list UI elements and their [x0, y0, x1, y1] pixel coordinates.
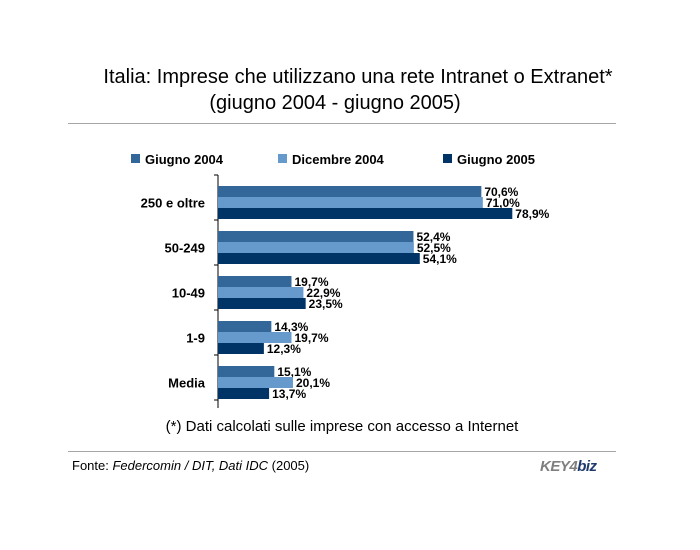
- legend-label-2: Dicembre 2004: [292, 152, 385, 167]
- bar: [218, 253, 420, 264]
- category-label: 10-49: [172, 286, 205, 301]
- bar: [218, 343, 264, 354]
- legend-swatch-3: [443, 154, 452, 163]
- data-label: 78,9%: [515, 207, 549, 221]
- category-label: 1-9: [186, 331, 205, 346]
- data-label: 54,1%: [423, 252, 457, 266]
- category-label: 250 e oltre: [141, 196, 205, 211]
- bar: [218, 242, 414, 253]
- source-name: Federcomin / DIT, Dati IDC: [112, 458, 269, 473]
- bottom-divider: [68, 451, 616, 452]
- bar: [218, 388, 270, 399]
- bar: [218, 377, 293, 388]
- source-prefix: Fonte:: [72, 458, 113, 473]
- key4biz-logo: KEY4biz: [540, 458, 620, 478]
- bar: [218, 231, 414, 242]
- legend-swatch-2: [278, 154, 287, 163]
- data-label: 23,5%: [309, 297, 343, 311]
- logo-part-key: KEY: [540, 458, 570, 475]
- data-label: 19,7%: [294, 275, 328, 289]
- bar: [218, 366, 275, 377]
- data-label: 52,5%: [417, 241, 451, 255]
- bar: [218, 321, 272, 332]
- data-label: 14,3%: [274, 320, 308, 334]
- category-label: 50-249: [165, 241, 205, 256]
- data-label: 19,7%: [294, 331, 328, 345]
- data-label: 70,6%: [484, 185, 518, 199]
- legend-label-3: Giugno 2005: [457, 152, 535, 167]
- legend-label-1: Giugno 2004: [145, 152, 224, 167]
- footnote: (*) Dati calcolati sulle imprese con acc…: [165, 418, 519, 435]
- data-label: 15,1%: [277, 365, 311, 379]
- chart-title: Italia: Imprese che utilizzano una rete …: [103, 66, 613, 88]
- legend-swatch-1: [131, 154, 140, 163]
- bar: [218, 208, 513, 219]
- bar: [218, 287, 304, 298]
- data-label: 71,0%: [486, 196, 520, 210]
- bar: [218, 276, 292, 287]
- data-label: 20,1%: [296, 376, 330, 390]
- data-label: 22,9%: [306, 286, 340, 300]
- bar: [218, 186, 482, 197]
- bar: [218, 332, 292, 343]
- logo-part-biz: biz: [577, 458, 597, 475]
- data-label: 12,3%: [267, 342, 301, 356]
- bar: [218, 298, 306, 309]
- bar: [218, 197, 483, 208]
- data-label: 13,7%: [272, 387, 306, 401]
- chart-subtitle: (giugno 2004 - giugno 2005): [209, 92, 461, 114]
- top-divider: [68, 123, 616, 124]
- logo-part-four: 4: [569, 458, 578, 475]
- category-label: Media: [168, 376, 206, 391]
- source-year: (2005): [268, 458, 310, 473]
- source-note: Fonte: Federcomin / DIT, Dati IDC (2005): [72, 458, 309, 473]
- data-label: 52,4%: [416, 230, 450, 244]
